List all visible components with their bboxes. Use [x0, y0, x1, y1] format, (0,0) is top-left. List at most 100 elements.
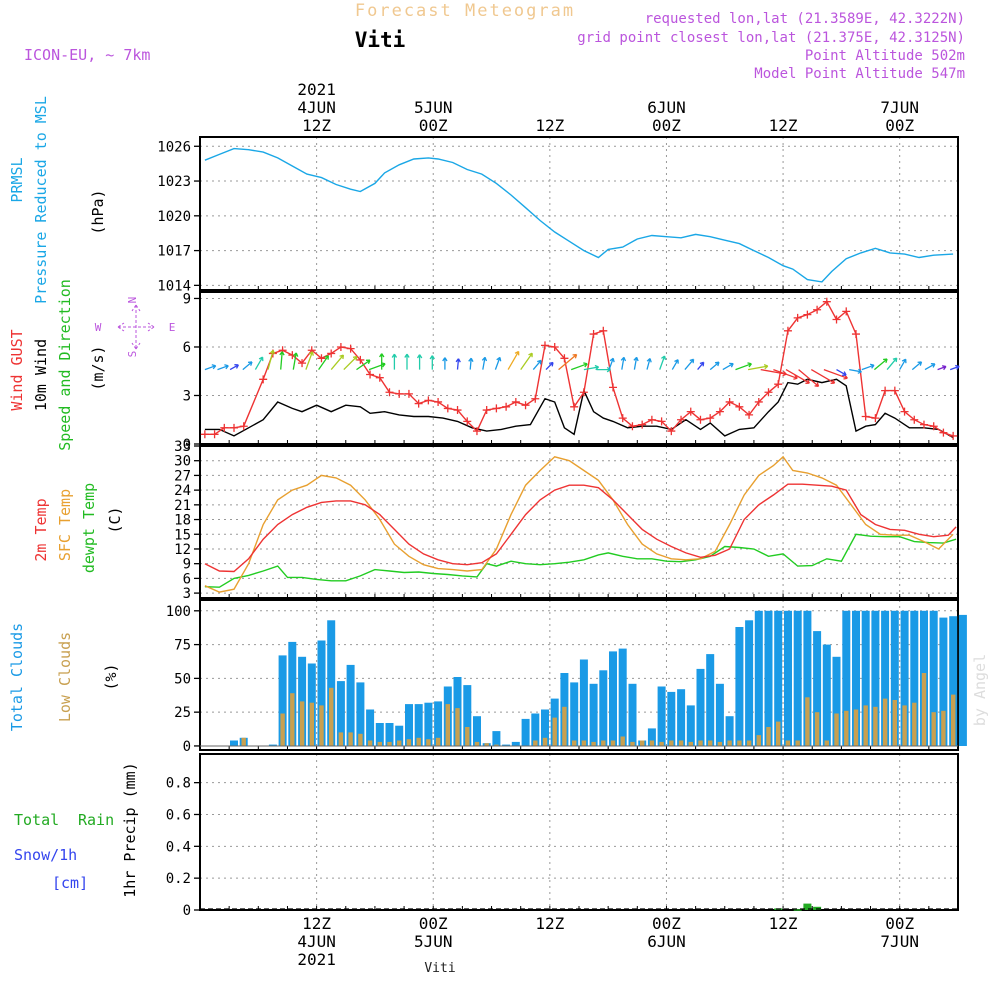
wind-direction-arrow	[773, 368, 798, 380]
panel-frame	[199, 445, 959, 599]
wind-direction-arrow	[330, 354, 345, 371]
total-clouds-bar	[570, 682, 579, 746]
low-clouds-bar	[465, 727, 470, 746]
total-clouds-bar	[725, 716, 734, 746]
temp-unit: (C)	[106, 506, 124, 533]
y-tick-label: 12	[174, 542, 191, 558]
wind-10m-label: 10m Wind	[32, 339, 50, 411]
wind-direction-arrow	[481, 356, 488, 370]
gust-marker	[502, 402, 511, 411]
gust-marker	[579, 388, 588, 397]
low-clouds-bar	[776, 721, 781, 746]
gust-marker	[890, 386, 899, 395]
total-clouds-bar	[764, 610, 773, 746]
gust-marker	[385, 388, 394, 397]
bottom-time-label: 12Z	[535, 914, 564, 933]
wind-direction-arrow	[583, 364, 600, 371]
panel-frame	[199, 291, 959, 445]
gust-marker	[919, 420, 928, 429]
low-clouds-bar	[591, 741, 596, 746]
wind-direction-arrow	[204, 364, 217, 371]
total-clouds-bar	[492, 731, 501, 746]
wind-direction-arrow	[697, 361, 705, 371]
wind-direction-arrow	[849, 368, 862, 374]
gust-marker	[434, 397, 443, 406]
clouds-total-label: Total Clouds	[8, 623, 26, 731]
wind-direction-arrow	[217, 364, 229, 371]
gust-marker	[298, 359, 307, 368]
total-clouds-bar	[677, 689, 686, 746]
low-clouds-bar	[727, 740, 732, 746]
wind-direction-arrow	[620, 356, 627, 370]
total-clouds-bar	[900, 610, 909, 746]
total-clouds-bar	[346, 664, 355, 746]
low-clouds-bar	[610, 740, 616, 746]
panel-frame	[199, 599, 959, 751]
y-tick-label: 0	[183, 739, 191, 755]
total-clouds-bar	[929, 610, 938, 746]
low-clouds-bar	[708, 740, 713, 746]
gust-marker	[667, 427, 676, 436]
low-clouds-bar	[931, 712, 936, 746]
low-clouds-bar	[678, 740, 684, 746]
pressure-line	[204, 147, 954, 283]
total-clouds-bar	[803, 610, 812, 746]
gust-marker	[540, 341, 549, 350]
y-tick-label: 33	[174, 439, 191, 455]
gust-marker	[239, 422, 248, 431]
bottom-time-label: 00Z	[419, 914, 448, 933]
low-clouds-bar	[941, 710, 946, 746]
y-tick-label: 21	[174, 498, 191, 514]
dewpt-temp-line	[204, 533, 957, 588]
gust-marker	[259, 375, 268, 384]
top-time-label: 12Z	[302, 116, 331, 135]
gust-marker	[774, 380, 783, 389]
panel-frame	[199, 136, 959, 291]
gust-marker	[706, 414, 715, 423]
total-clouds-bar	[609, 651, 617, 746]
wind-direction-arrow	[659, 355, 667, 370]
wind-direction-arrow	[254, 356, 264, 370]
wind-direction-arrow	[545, 361, 554, 371]
low-clouds-bar	[358, 733, 363, 746]
wind-direction-arrow	[722, 362, 734, 371]
top-time-label: 12Z	[769, 116, 798, 135]
y-tick-label: 1020	[157, 209, 191, 225]
low-clouds-bar	[484, 743, 489, 746]
low-clouds-bar	[445, 704, 450, 746]
gust-marker	[745, 410, 754, 419]
total-clouds-bar	[910, 610, 919, 746]
temp-2m-label: 2m Temp	[32, 498, 50, 561]
total-clouds-bar	[861, 610, 870, 746]
gust-marker	[327, 349, 336, 358]
model-label: ICON-EU, ~ 7km	[24, 46, 150, 64]
y-tick-label: 0.6	[166, 807, 191, 823]
gust-marker	[453, 406, 462, 415]
gust-marker	[939, 428, 948, 437]
low-clouds-bar	[844, 710, 849, 746]
total-clouds-bar	[832, 656, 841, 746]
low-clouds-bar	[921, 673, 927, 746]
low-clouds-bar	[329, 687, 334, 746]
total-clouds-bar	[531, 713, 540, 746]
wind-direction-arrow	[899, 358, 907, 370]
low-clouds-bar	[795, 740, 800, 746]
total-clouds-bar	[686, 705, 695, 746]
compass-w: W	[95, 321, 102, 334]
wind-direction-arrow	[229, 364, 239, 371]
low-clouds-bar	[474, 741, 480, 746]
total-clouds-bar	[579, 659, 588, 746]
gust-marker	[754, 397, 763, 406]
y-tick-label: 100	[166, 604, 191, 620]
low-clouds-bar	[601, 740, 606, 746]
low-clouds-bar	[562, 706, 567, 746]
total-clouds-bar	[336, 681, 345, 746]
gust-marker	[638, 420, 647, 429]
wind-direction-arrow	[279, 351, 285, 370]
gust-marker	[647, 415, 656, 424]
low-clouds-bar	[814, 712, 820, 746]
total-clouds-bar	[784, 610, 792, 746]
low-clouds-bar	[717, 741, 723, 746]
